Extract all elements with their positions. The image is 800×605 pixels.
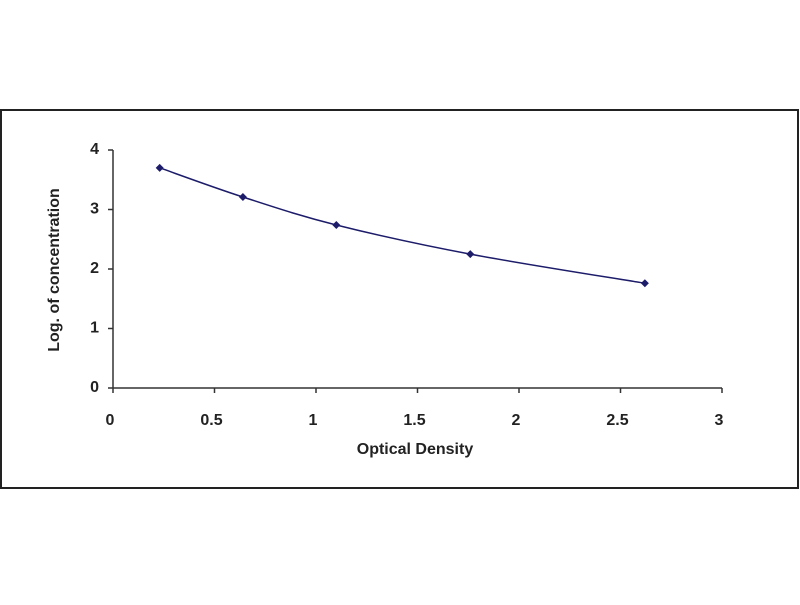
y-tick-label: 0 [90,379,99,396]
x-tick-label: 0 [106,412,115,429]
x-axis-label: Optical Density [357,441,474,458]
y-tick-label: 3 [90,201,99,218]
x-tick-label: 1 [309,412,318,429]
data-point [238,193,247,202]
y-axis-label: Log. of concentration [46,188,63,352]
chart-frame [0,109,799,489]
y-tick-label: 2 [90,260,99,277]
y-tick-label: 4 [90,141,99,158]
data-point [332,220,341,229]
x-tick-label: 1.5 [403,412,425,429]
x-tick-label: 2 [512,412,521,429]
trend-line [159,167,645,285]
x-tick-label: 0.5 [200,412,222,429]
data-point [155,163,164,172]
data-point [640,279,649,288]
data-point [466,250,475,259]
y-tick-label: 1 [90,320,99,337]
x-tick-label: 3 [715,412,724,429]
x-tick-label: 2.5 [606,412,628,429]
